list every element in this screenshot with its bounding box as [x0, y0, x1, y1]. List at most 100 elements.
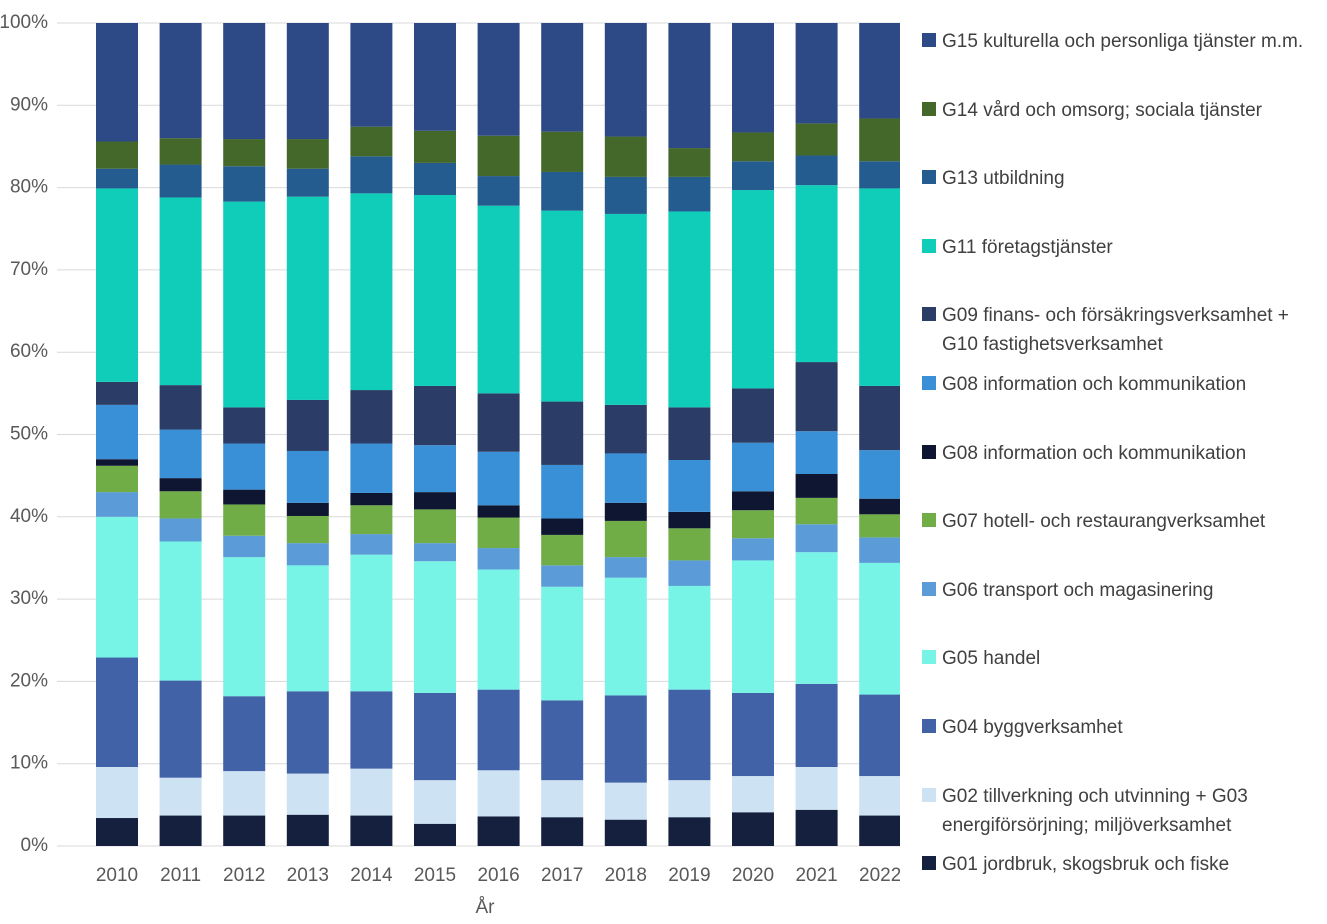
bar-segment — [477, 816, 520, 846]
x-tick-label: 2011 — [160, 865, 201, 886]
bar-segment — [350, 505, 393, 535]
bar-segment — [477, 451, 520, 506]
bar-segment — [859, 537, 900, 563]
bar-segment — [286, 565, 329, 692]
bar-segment — [732, 538, 774, 561]
bar-segment — [350, 534, 393, 555]
bar-segment — [668, 528, 711, 561]
bar-segment — [732, 491, 774, 511]
bar-segment — [350, 815, 393, 846]
bar-segment — [159, 541, 202, 681]
y-tick-label: 70% — [10, 259, 48, 280]
legend-label: G13 utbildning — [942, 168, 1065, 190]
bar-segment — [668, 176, 711, 212]
bar-segment — [859, 118, 900, 162]
x-tick-label: 2019 — [668, 865, 710, 886]
bar-segment — [859, 514, 900, 538]
bar-segment — [223, 407, 266, 444]
bar-segment — [477, 569, 520, 690]
bar-segment — [859, 562, 900, 695]
bar-segment — [795, 497, 838, 525]
bar-segment — [541, 565, 584, 587]
bar-segment — [96, 381, 138, 405]
bar-segment — [604, 502, 647, 521]
bar-segment — [604, 453, 647, 503]
bar-segment — [732, 388, 774, 443]
y-tick-label: 10% — [10, 753, 48, 774]
bar-segment — [732, 161, 774, 191]
bar-segment — [859, 161, 900, 189]
x-tick-label: 2018 — [605, 865, 647, 886]
bar-segment — [604, 136, 647, 177]
bar-segment — [859, 450, 900, 499]
bar-segment — [159, 815, 202, 846]
bar-segment — [604, 695, 647, 783]
bar-segment — [350, 768, 393, 816]
bar-segment — [286, 168, 329, 197]
bar-segment — [159, 777, 202, 816]
x-tick-label: 2015 — [414, 865, 456, 886]
legend-label: G07 hotell- och restaurangverksamhet — [942, 511, 1266, 533]
bar-segment — [732, 510, 774, 539]
bar-segment — [96, 766, 138, 819]
bar-segment — [477, 505, 520, 518]
bar-segment — [795, 766, 838, 810]
bar-segment — [286, 515, 329, 544]
bar-segment — [795, 552, 838, 684]
bar-segment — [604, 782, 647, 820]
legend-label: G06 transport och magasinering — [942, 579, 1214, 601]
legend-swatch — [922, 307, 936, 322]
bar-segment — [223, 139, 266, 167]
legend-label: G01 jordbruk, skogsbruk och fiske — [942, 854, 1230, 876]
bar-segment — [604, 520, 647, 558]
bar-segment — [541, 131, 584, 172]
legend-swatch — [922, 581, 936, 596]
bar-segment — [414, 385, 456, 446]
bar-segment — [795, 524, 838, 553]
bar-segment — [541, 401, 584, 465]
bar-segment — [477, 689, 520, 771]
legend-label: G05 handel — [942, 648, 1041, 670]
bar-segment — [668, 817, 711, 846]
y-tick-label: 40% — [10, 506, 48, 527]
bar-segment — [96, 141, 138, 169]
bar-segment — [732, 776, 774, 813]
bar-segment — [732, 560, 774, 693]
bar-segment — [668, 560, 711, 586]
bar-segment — [286, 543, 329, 566]
bar-segment — [96, 492, 138, 517]
bar-segment — [159, 385, 202, 430]
bar-segment — [350, 23, 393, 127]
bar-segment — [286, 691, 329, 774]
bar-segment — [668, 23, 711, 149]
bar-segment — [668, 460, 711, 512]
bar-segment — [668, 780, 711, 818]
bar-segment — [668, 407, 711, 461]
bar-segment — [604, 213, 647, 405]
bar-segment — [668, 585, 711, 690]
bar-segment — [541, 780, 584, 818]
bar-segment — [223, 443, 266, 490]
bar-segment — [414, 692, 456, 781]
legend-swatch — [922, 719, 936, 733]
bar-segment — [541, 464, 584, 519]
bar-segment — [541, 23, 584, 132]
bar-segment — [477, 135, 520, 177]
bar-segment — [604, 23, 647, 137]
bar-segment — [795, 683, 838, 767]
bar-segment — [223, 771, 266, 816]
bar-segment — [223, 166, 266, 202]
bar-segment — [286, 450, 329, 503]
bar-segment — [477, 548, 520, 570]
legend-label: G04 byggverksamhet — [942, 717, 1123, 738]
bar-segment — [477, 770, 520, 817]
bar-segment — [795, 474, 838, 498]
bar-segment — [96, 657, 138, 767]
bar-segment — [732, 692, 774, 777]
bar-segment — [859, 694, 900, 777]
bar-segment — [286, 773, 329, 815]
bar-segment — [223, 201, 266, 408]
bar-segment — [541, 700, 584, 781]
bar-segment — [859, 188, 900, 386]
bar-segment — [604, 819, 647, 846]
